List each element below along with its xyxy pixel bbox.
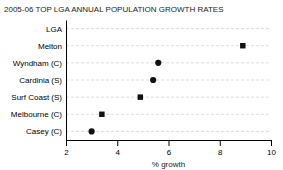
tick-mark bbox=[117, 140, 118, 146]
grid-line bbox=[66, 28, 271, 29]
tick-label: Wyndham (C) bbox=[13, 59, 63, 68]
grid-line bbox=[66, 62, 271, 63]
tick-label: LGA bbox=[46, 25, 63, 34]
chart: 2005-06 TOP LGA ANNUAL POPULATION GROWTH… bbox=[0, 0, 283, 170]
tick-label: Cardinia (S) bbox=[19, 76, 62, 85]
tick: Wyndham (C) bbox=[13, 59, 66, 68]
tick-mark bbox=[220, 140, 221, 146]
tick-label: 2 bbox=[64, 148, 69, 157]
title: 2005-06 TOP LGA ANNUAL POPULATION GROWTH… bbox=[4, 5, 223, 14]
tick-mark bbox=[66, 140, 67, 146]
y-axis: LGA Melton Wyndham (C) Cardinia (S) Surf Coa… bbox=[11, 21, 67, 141]
tick: 10 bbox=[267, 140, 276, 157]
dot bbox=[150, 77, 156, 83]
tick: 4 bbox=[116, 140, 121, 157]
axis-line bbox=[66, 21, 67, 141]
tick-mark bbox=[271, 140, 272, 146]
tick: 2 bbox=[64, 140, 69, 157]
tick: Surf Coast (S) bbox=[11, 93, 66, 102]
x-axis: 2 4 6 8 10 bbox=[64, 140, 276, 157]
tick-mark bbox=[169, 140, 170, 146]
grid-line bbox=[66, 80, 271, 81]
tick-label: Melton bbox=[38, 42, 62, 51]
tick: Cardinia (S) bbox=[19, 76, 66, 85]
tick-label: Casey (C) bbox=[26, 127, 62, 136]
tick-label: 10 bbox=[267, 148, 276, 157]
tick-label: Surf Coast (S) bbox=[11, 93, 62, 102]
dot bbox=[155, 60, 161, 66]
dot bbox=[89, 128, 95, 134]
tick: 6 bbox=[167, 140, 172, 157]
dot bbox=[138, 94, 143, 99]
grid-line bbox=[66, 114, 271, 115]
grid-line bbox=[66, 97, 271, 98]
tick-label: Melbourne (C) bbox=[11, 110, 62, 119]
grid-line bbox=[66, 131, 271, 132]
tick-label: 8 bbox=[218, 148, 223, 157]
tick-label: 6 bbox=[167, 148, 172, 157]
dot bbox=[240, 43, 245, 48]
plot: 2 4 6 8 10 LGA Melton Wyndham (C) Cardinia (S) Su… bbox=[11, 21, 277, 157]
tick: 8 bbox=[218, 140, 223, 157]
tick-label: 4 bbox=[116, 148, 121, 157]
dot bbox=[99, 112, 104, 117]
tick: Casey (C) bbox=[26, 127, 66, 136]
tick: Melton bbox=[38, 42, 66, 51]
tick: LGA bbox=[46, 25, 66, 34]
tick: Melbourne (C) bbox=[11, 110, 66, 119]
marks bbox=[89, 43, 246, 135]
axis-line bbox=[67, 141, 272, 147]
x-axis-title: % growth bbox=[152, 160, 185, 169]
grid bbox=[66, 29, 271, 132]
